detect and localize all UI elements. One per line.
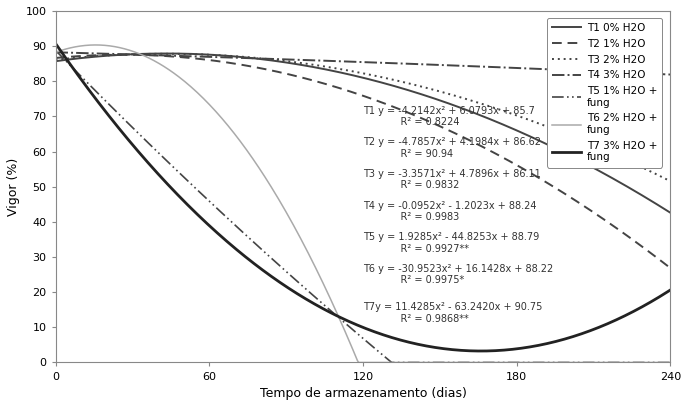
Text: T7y = 11.4285x² - 63.2420x + 90.75
            R² = 0.9868**: T7y = 11.4285x² - 63.2420x + 90.75 R² = … — [363, 302, 542, 324]
Legend: T1 0% H2O, T2 1% H2O, T3 2% H2O, T4 3% H2O, T5 1% H2O +
fung, T6 2% H2O +
fung, : T1 0% H2O, T2 1% H2O, T3 2% H2O, T4 3% H… — [547, 18, 662, 168]
X-axis label: Tempo de armazenamento (dias): Tempo de armazenamento (dias) — [259, 387, 466, 400]
Text: T4 y = -0.0952x² - 1.2023x + 88.24
            R² = 0.9983: T4 y = -0.0952x² - 1.2023x + 88.24 R² = … — [363, 201, 537, 222]
Text: T2 y = -4.7857x² + 4.1984x + 86.62
            R² = 90.94: T2 y = -4.7857x² + 4.1984x + 86.62 R² = … — [363, 137, 541, 159]
Text: T1 y = -4.2142x² + 6.0793x + 85.7
            R² = 0.8224: T1 y = -4.2142x² + 6.0793x + 85.7 R² = 0… — [363, 105, 535, 127]
Text: T6 y = -30.9523x² + 16.1428x + 88.22
            R² = 0.9975*: T6 y = -30.9523x² + 16.1428x + 88.22 R² … — [363, 264, 553, 285]
Y-axis label: Vigor (%): Vigor (%) — [7, 158, 20, 216]
Text: T5 y = 1.9285x² - 44.8253x + 88.79
            R² = 0.9927**: T5 y = 1.9285x² - 44.8253x + 88.79 R² = … — [363, 232, 539, 254]
Text: T3 y = -3.3571x² + 4.7896x + 86.11
            R² = 0.9832: T3 y = -3.3571x² + 4.7896x + 86.11 R² = … — [363, 169, 541, 190]
